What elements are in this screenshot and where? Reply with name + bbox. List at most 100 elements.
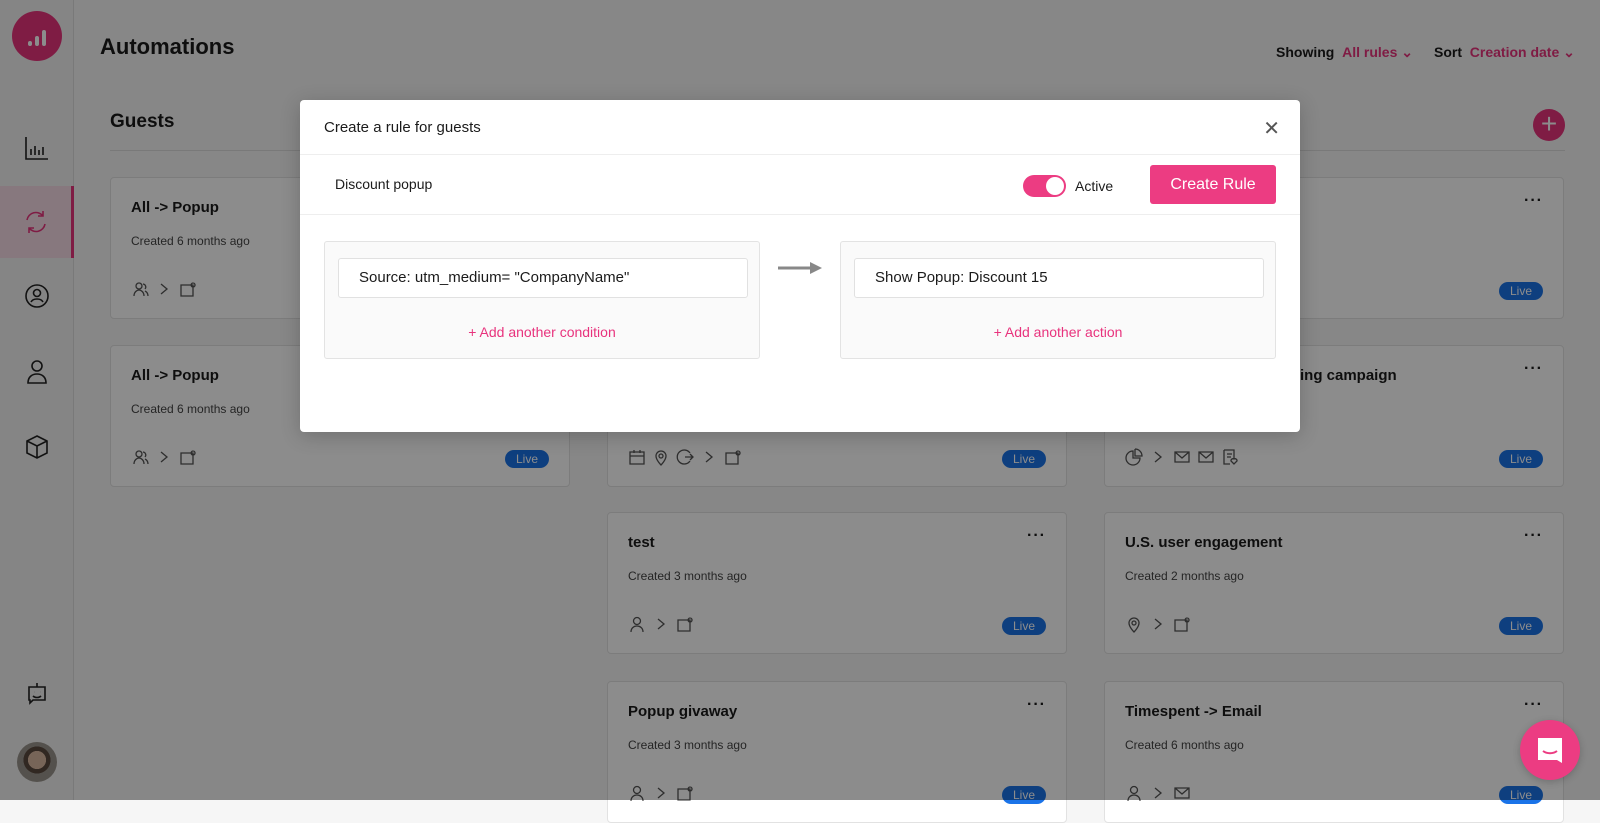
- popup-icon: [180, 282, 196, 297]
- add-rule-button[interactable]: +: [1533, 109, 1565, 141]
- chevron-icon: [657, 787, 666, 799]
- sidebar-item-agents[interactable]: [0, 336, 74, 408]
- close-icon[interactable]: ✕: [1263, 118, 1280, 140]
- create-rule-button[interactable]: Create Rule: [1150, 165, 1276, 204]
- mail-icon: [1174, 451, 1190, 463]
- avatar[interactable]: [17, 742, 57, 782]
- popup-icon: [180, 450, 196, 465]
- action-field[interactable]: Show Popup: Discount 15: [854, 258, 1264, 298]
- status-badge: Live: [1498, 282, 1543, 300]
- more-options-icon[interactable]: ···: [1027, 696, 1046, 713]
- rule-created: Created 2 months ago: [1125, 569, 1244, 583]
- modal-title: Create a rule for guests: [300, 100, 1300, 155]
- agent-icon: [27, 360, 47, 384]
- box-icon: [26, 435, 48, 459]
- sort-value[interactable]: Creation date: [1469, 44, 1560, 60]
- rule-settings-row: Discount popup: [300, 155, 1300, 215]
- rule-flow-icons: [131, 448, 197, 466]
- plus-icon: +: [1540, 108, 1558, 139]
- status-badge: Live: [1498, 617, 1543, 635]
- arrow-right-icon: [778, 262, 822, 274]
- rule-name-field[interactable]: Discount popup: [335, 176, 433, 192]
- active-toggle[interactable]: [1023, 175, 1066, 197]
- add-action-link[interactable]: + Add another action: [993, 324, 1123, 340]
- rule-title: All -> Popup: [131, 367, 219, 384]
- more-options-icon[interactable]: ···: [1524, 360, 1543, 377]
- users-icon: [133, 450, 149, 465]
- sidebar-item-automations[interactable]: [0, 186, 74, 258]
- user-icon: [1127, 785, 1141, 802]
- analytics-icon: [25, 137, 48, 160]
- rule-card[interactable]: Timespent -> Email Created 6 months ago …: [1104, 681, 1564, 823]
- rule-created: Created 6 months ago: [1125, 738, 1244, 752]
- bot-icon: [28, 683, 46, 705]
- rule-flow-icons: [1125, 615, 1191, 633]
- status-badge: Live: [1498, 450, 1543, 468]
- rule-flow-icons: [131, 280, 197, 298]
- condition-field[interactable]: Source: utm_medium= "CompanyName": [338, 258, 748, 298]
- actions-box: Show Popup: Discount 15 + Add another ac…: [840, 241, 1276, 359]
- chevron-icon: [1154, 787, 1163, 799]
- chat-launcher-button[interactable]: [1520, 720, 1580, 780]
- sidebar-item-products[interactable]: [0, 411, 74, 483]
- showing-value[interactable]: All rules: [1342, 44, 1398, 60]
- chevron-icon: [160, 283, 169, 295]
- rule-flow-icons: [1125, 784, 1191, 802]
- rule-title: ting campaign: [1295, 367, 1397, 384]
- rule-title: All -> Popup: [131, 199, 219, 216]
- chevron-down-icon: ⌄: [1397, 44, 1413, 60]
- rule-flow-icons: [1125, 448, 1239, 466]
- pie-icon: [1125, 448, 1143, 466]
- popup-icon: [725, 450, 741, 465]
- chevron-icon: [160, 451, 169, 463]
- mail-icon: [1174, 787, 1190, 799]
- sidebar: [0, 0, 74, 800]
- automations-icon: [25, 211, 46, 233]
- rule-flow-icons: [628, 615, 694, 633]
- more-options-icon[interactable]: ···: [1524, 696, 1543, 713]
- rule-card[interactable]: U.S. user engagement Created 2 months ag…: [1104, 512, 1564, 654]
- user-circle-icon: [25, 284, 49, 308]
- more-options-icon[interactable]: ···: [1027, 527, 1046, 544]
- rule-flow-icons: [628, 448, 742, 466]
- rule-title: test: [628, 534, 655, 551]
- rule-title: U.S. user engagement: [1125, 534, 1283, 551]
- logo[interactable]: [12, 11, 62, 61]
- showing-label: Showing: [1276, 44, 1335, 60]
- sidebar-item-analytics[interactable]: [0, 112, 74, 184]
- add-condition-link[interactable]: + Add another condition: [468, 324, 616, 340]
- pin-icon: [1128, 617, 1140, 633]
- user-icon: [630, 785, 644, 802]
- mail-icon: [1198, 451, 1214, 463]
- calendar-icon: [629, 450, 645, 465]
- rule-created: Created 6 months ago: [131, 402, 250, 416]
- chevron-icon: [1154, 618, 1163, 630]
- sidebar-item-bot[interactable]: [0, 658, 74, 730]
- rule-title: Popup givaway: [628, 703, 738, 720]
- chevron-icon: [657, 618, 666, 630]
- user-icon: [630, 616, 644, 633]
- rule-created: Created 3 months ago: [628, 569, 747, 583]
- more-options-icon[interactable]: ···: [1524, 527, 1543, 544]
- chevron-icon: [1154, 451, 1163, 463]
- rule-card[interactable]: test Created 3 months ago ··· Live: [607, 512, 1067, 654]
- chevron-icon: [705, 451, 714, 463]
- conditions-box: Source: utm_medium= "CompanyName" + Add …: [324, 241, 760, 359]
- doc-icon: [1223, 449, 1238, 465]
- page-title: Automations: [100, 34, 235, 59]
- popup-icon: [1174, 617, 1190, 632]
- status-badge: Live: [1001, 450, 1046, 468]
- more-options-icon[interactable]: ···: [1524, 192, 1543, 209]
- rule-title: Timespent -> Email: [1125, 703, 1262, 720]
- chevron-down-icon: ⌄: [1559, 44, 1575, 60]
- sort-filter[interactable]: Sort Creation date ⌄: [1434, 44, 1575, 61]
- create-rule-modal: Create a rule for guests ✕ Discount popu…: [300, 100, 1300, 432]
- status-badge: Live: [504, 450, 549, 468]
- pin-icon: [655, 450, 667, 466]
- popup-icon: [677, 617, 693, 632]
- sidebar-item-users[interactable]: [0, 260, 74, 332]
- rule-created: Created 6 months ago: [131, 234, 250, 248]
- logout-icon: [676, 449, 694, 465]
- showing-filter[interactable]: Showing All rules ⌄: [1276, 44, 1413, 61]
- users-icon: [133, 282, 149, 297]
